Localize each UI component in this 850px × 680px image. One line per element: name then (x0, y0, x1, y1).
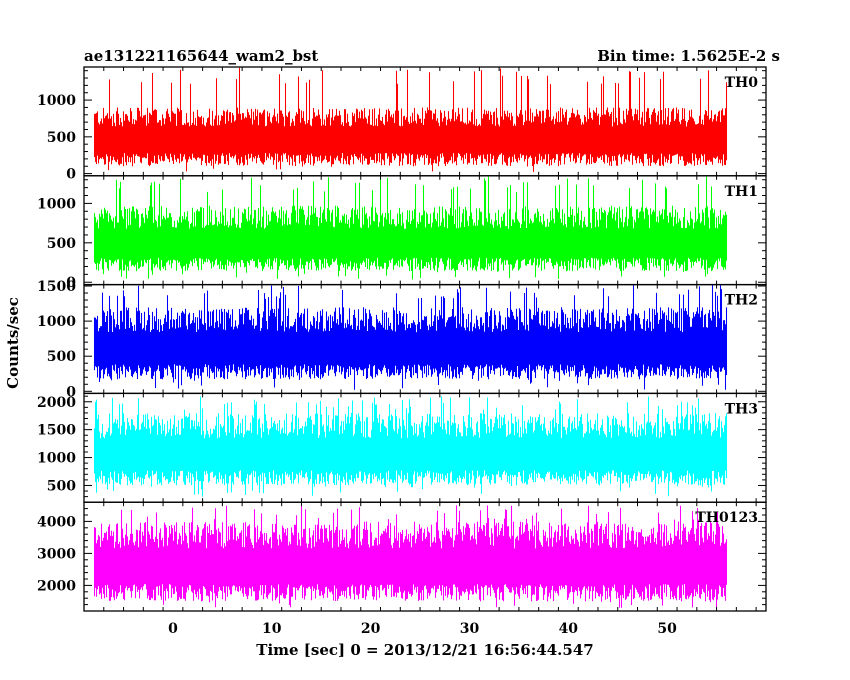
y-tick-label: 4000 (37, 514, 76, 530)
panel-th1: 0 500 1000 TH1 (37, 175, 767, 291)
y-tick-label: 2000 (37, 395, 76, 411)
panel-label: TH1 (725, 184, 758, 200)
y-tick-label: 1000 (37, 451, 76, 467)
panel-th0123: 2000 3000 4000 TH0123 (37, 501, 767, 612)
y-tick-label: 0 (66, 384, 76, 400)
y-tick-label: 500 (47, 130, 76, 146)
panel-label: TH2 (725, 293, 758, 309)
y-tick-label: 1500 (37, 423, 76, 439)
panel-th0: 0 500 1000 TH0 (37, 66, 767, 183)
x-axis-label: Time [sec] 0 = 2013/12/21 16:56:44.547 (256, 641, 593, 659)
x-tick-label: 20 (361, 621, 381, 637)
bin-time-label: Bin time: 1.5625E-2 s (597, 47, 780, 65)
x-tick-label: 50 (657, 621, 677, 637)
y-tick-label: 500 (47, 236, 76, 252)
x-tick-label: 40 (559, 621, 579, 637)
x-tick-label: 10 (262, 621, 282, 637)
series-th1 (93, 176, 728, 280)
panel-th3: 500 1000 1500 2000 TH3 (37, 392, 767, 503)
y-tick-label: 1000 (37, 93, 76, 109)
y-tick-label: 3000 (37, 546, 76, 562)
panel-label: TH0123 (695, 510, 758, 526)
panels-group: 05001000TH005001000TH1050010001500TH2500… (37, 66, 767, 637)
chart-title: ae131221165644_wam2_bst (84, 47, 318, 65)
series-th0 (93, 67, 728, 172)
series-th3 (93, 396, 728, 497)
x-tick-label: 30 (460, 621, 480, 637)
x-tick-label: 0 (168, 621, 178, 637)
series-th0123 (93, 505, 728, 608)
panel-frame (83, 501, 767, 612)
panel-label: TH0 (725, 75, 759, 91)
y-tick-label: 500 (47, 478, 76, 494)
y-axis-label: Counts/sec (4, 297, 22, 389)
y-tick-label: 0 (66, 275, 76, 291)
series-th2 (93, 284, 728, 390)
panel-th2: 0 500 1000 1500 TH2 (37, 279, 767, 400)
y-tick-label: 2000 (37, 578, 76, 594)
y-tick-label: 1000 (37, 314, 76, 330)
y-tick-label: 1000 (37, 196, 76, 212)
y-tick-label: 0 (66, 167, 76, 183)
y-tick-label: 500 (47, 349, 76, 365)
panel-label: TH3 (725, 401, 758, 417)
y-tick-label: 1500 (37, 279, 76, 295)
